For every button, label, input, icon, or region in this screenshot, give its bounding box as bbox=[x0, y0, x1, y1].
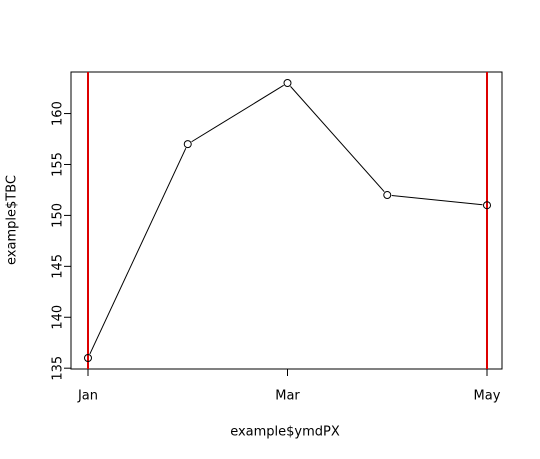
x-tick-label: May bbox=[474, 389, 501, 404]
plot-box bbox=[70, 71, 503, 370]
point bbox=[183, 140, 192, 149]
y-axis-title: example$TBC bbox=[5, 175, 20, 265]
line-segment bbox=[191, 84, 284, 143]
y-tick-label: 145 bbox=[51, 254, 66, 279]
y-tick-label: 160 bbox=[51, 101, 66, 126]
x-axis-title: example$ymdPX bbox=[230, 425, 340, 440]
point bbox=[483, 201, 491, 210]
x-tick-label: Jan bbox=[77, 389, 98, 404]
y-tick-label: 150 bbox=[51, 203, 66, 228]
point bbox=[84, 354, 92, 362]
line-segment bbox=[89, 147, 187, 355]
line-segment bbox=[391, 194, 483, 206]
point bbox=[283, 79, 292, 87]
y-tick-label: 135 bbox=[51, 356, 66, 381]
line-segment bbox=[290, 86, 385, 193]
point bbox=[383, 191, 392, 200]
x-tick-label: Mar bbox=[275, 389, 300, 404]
y-tick-label: 155 bbox=[51, 152, 66, 177]
y-tick-label: 140 bbox=[51, 305, 66, 330]
